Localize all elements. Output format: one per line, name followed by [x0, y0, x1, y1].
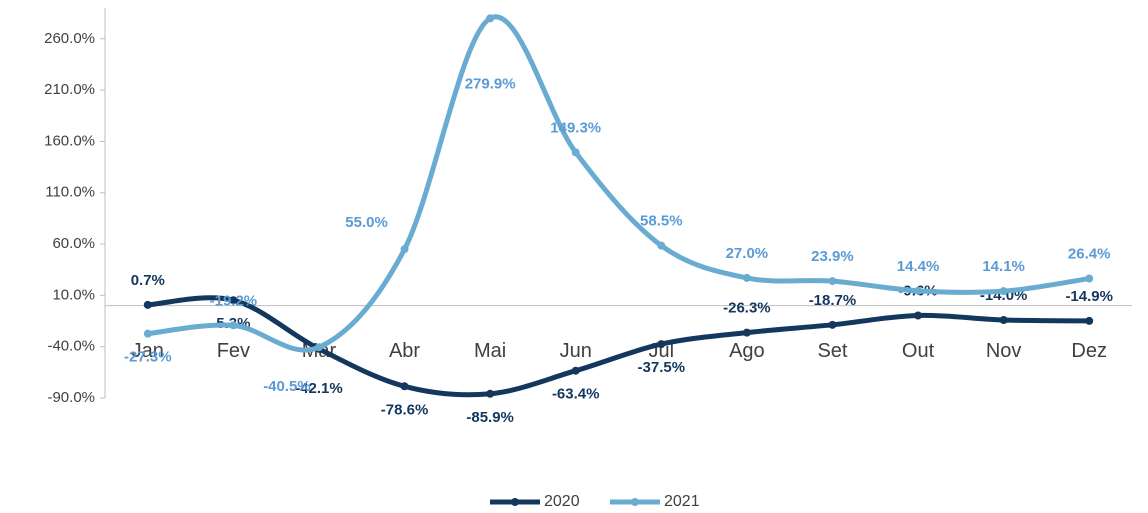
data-label: -19.2%	[210, 292, 258, 309]
marker	[486, 389, 495, 398]
data-label: -85.9%	[466, 409, 514, 426]
y-tick-label: 110.0%	[45, 184, 95, 201]
data-label: 55.0%	[345, 214, 388, 231]
data-label: 279.9%	[465, 75, 516, 92]
y-tick-label: 60.0%	[52, 235, 95, 252]
marker	[828, 320, 837, 329]
marker	[400, 245, 409, 254]
data-label: 23.9%	[811, 248, 854, 265]
marker	[571, 148, 580, 157]
marker	[486, 14, 495, 23]
x-tick-label: Out	[902, 340, 935, 362]
marker	[143, 329, 152, 338]
x-tick-label: Dez	[1071, 340, 1107, 362]
marker	[314, 343, 323, 352]
line	[145, 14, 1092, 353]
marker	[914, 286, 923, 295]
marker	[657, 340, 666, 349]
x-tick-label: Jan	[132, 340, 164, 362]
data-label: 26.4%	[1068, 246, 1111, 263]
marker	[742, 328, 751, 337]
data-label: -26.3%	[723, 300, 771, 317]
data-label: 149.3%	[550, 119, 601, 136]
legend-marker	[511, 498, 519, 506]
data-label: -40.5%	[263, 378, 311, 395]
y-tick-label: 210.0%	[44, 81, 95, 98]
data-label: 27.0%	[726, 245, 769, 262]
y-tick-label: 260.0%	[44, 30, 95, 47]
data-label: -14.9%	[1065, 288, 1113, 305]
marker	[229, 321, 238, 330]
marker	[914, 311, 923, 320]
legend-marker	[631, 498, 639, 506]
data-label: 14.1%	[982, 258, 1025, 275]
x-tick-label: Set	[817, 340, 847, 362]
x-tick-label: Jun	[560, 340, 592, 362]
marker	[1085, 274, 1094, 283]
marker	[657, 241, 666, 250]
data-label: -78.6%	[381, 401, 429, 418]
x-tick-label: Mai	[474, 340, 506, 362]
marker	[143, 300, 152, 309]
legend-label: 2020	[544, 493, 580, 510]
x-tick-label: Nov	[986, 340, 1022, 362]
data-label: 14.4%	[897, 258, 940, 275]
x-tick-label: Fev	[217, 340, 250, 362]
marker	[999, 287, 1008, 296]
marker	[999, 316, 1008, 324]
marker	[828, 277, 837, 286]
data-label: 58.5%	[640, 213, 683, 230]
marker	[400, 382, 409, 391]
x-tick-label: Abr	[389, 340, 420, 362]
data-label: -42.1%	[295, 380, 343, 397]
marker	[1085, 316, 1094, 325]
marker	[571, 366, 580, 375]
x-tick-label: Ago	[729, 340, 765, 362]
data-label: -63.4%	[552, 386, 600, 403]
y-tick-label: 160.0%	[44, 132, 95, 149]
y-tick-label: -90.0%	[47, 389, 95, 406]
y-tick-label: 10.0%	[52, 286, 95, 303]
y-tick-label: -40.0%	[47, 338, 95, 355]
data-label: 0.7%	[131, 272, 165, 289]
marker	[742, 273, 751, 282]
marker	[229, 296, 238, 305]
legend-label: 2021	[664, 493, 700, 510]
line	[145, 295, 1092, 398]
data-label: -27.3%	[124, 349, 172, 366]
data-label: -37.5%	[638, 359, 686, 376]
data-label: -18.7%	[809, 292, 857, 309]
